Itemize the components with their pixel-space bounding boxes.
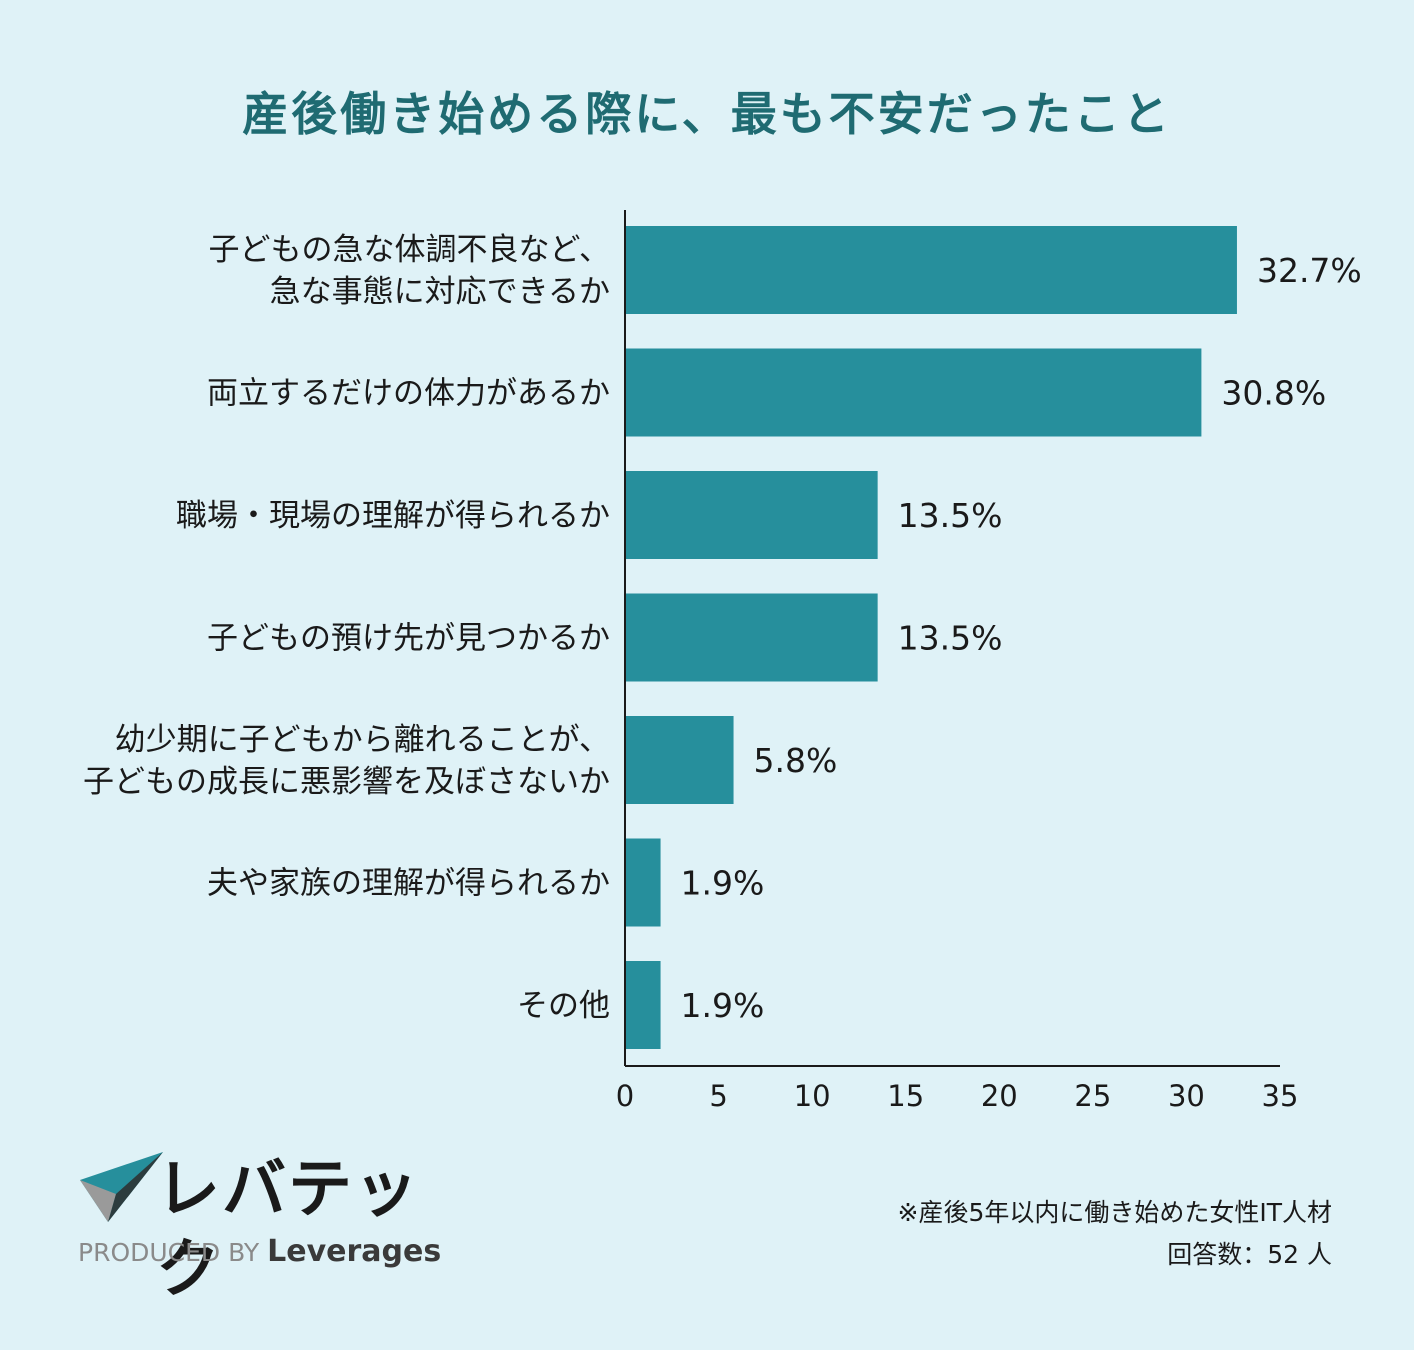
category-label-5-0: 夫や家族の理解が得られるか: [207, 866, 610, 902]
bar-chart: 32.7% 子どもの急な体調不良など、急な事態に対応できるか 30.8% 両立するだけ…: [83, 210, 1362, 1113]
category-label-0-0: 子どもの急な体調不良など、: [209, 232, 610, 268]
produced-by-text: PRODUCED BY Leverages: [78, 1234, 441, 1269]
category-label-3-0: 子どもの預け先が見つかるか: [207, 621, 610, 657]
footnotes: ※産後5年以内に働き始めた女性IT人材 回答数：52 人: [898, 1192, 1333, 1276]
x-tick-label-5: 5: [709, 1079, 727, 1113]
x-tick-label-25: 25: [1074, 1079, 1111, 1113]
value-label-5: 1.9%: [681, 864, 765, 903]
bar-2: [625, 471, 878, 559]
value-label-6: 1.9%: [681, 986, 765, 1025]
bar-6: [625, 961, 661, 1049]
category-label-1-0: 両立するだけの体力があるか: [207, 376, 610, 412]
bar-3: [625, 593, 878, 682]
value-label-3: 13.5%: [898, 619, 1003, 658]
x-tick-label-10: 10: [794, 1079, 831, 1113]
value-label-4: 5.8%: [754, 741, 838, 780]
category-label-2-0: 職場・現場の理解が得られるか: [176, 498, 610, 534]
x-tick-label-20: 20: [981, 1079, 1018, 1113]
value-label-2: 13.5%: [898, 496, 1003, 535]
x-tick-label-15: 15: [887, 1079, 924, 1113]
brand-name: Leverages: [267, 1234, 442, 1269]
leverages-logo: レバテック PRODUCED BY Leverages: [78, 1150, 441, 1307]
footnote-respondents: 回答数：52 人: [1167, 1240, 1332, 1269]
bar-5: [625, 838, 661, 927]
chart-title: 産後働き始める際に、最も不安だったこと: [242, 87, 1172, 141]
logo-wordmark: レバテック: [156, 1153, 420, 1307]
x-tick-label-30: 30: [1168, 1079, 1205, 1113]
produced-by-label: PRODUCED BY: [78, 1238, 260, 1267]
category-label-6-0: その他: [517, 988, 610, 1024]
category-label-4-1: 子どもの成長に悪影響を及ぼさないか: [83, 764, 610, 800]
footnote-sample: ※産後5年以内に働き始めた女性IT人材: [897, 1198, 1333, 1227]
logo-mark-icon: [80, 1152, 163, 1222]
x-tick-label-35: 35: [1262, 1079, 1299, 1113]
category-label-4-0: 幼少期に子どもから離れることが、: [115, 722, 610, 758]
bar-0: [625, 226, 1237, 314]
bar-1: [625, 348, 1202, 437]
value-label-1: 30.8%: [1221, 374, 1326, 413]
x-tick-label-0: 0: [616, 1079, 634, 1113]
bar-4: [625, 716, 734, 804]
value-label-0: 32.7%: [1257, 251, 1362, 290]
category-label-0-1: 急な事態に対応できるか: [270, 274, 610, 310]
